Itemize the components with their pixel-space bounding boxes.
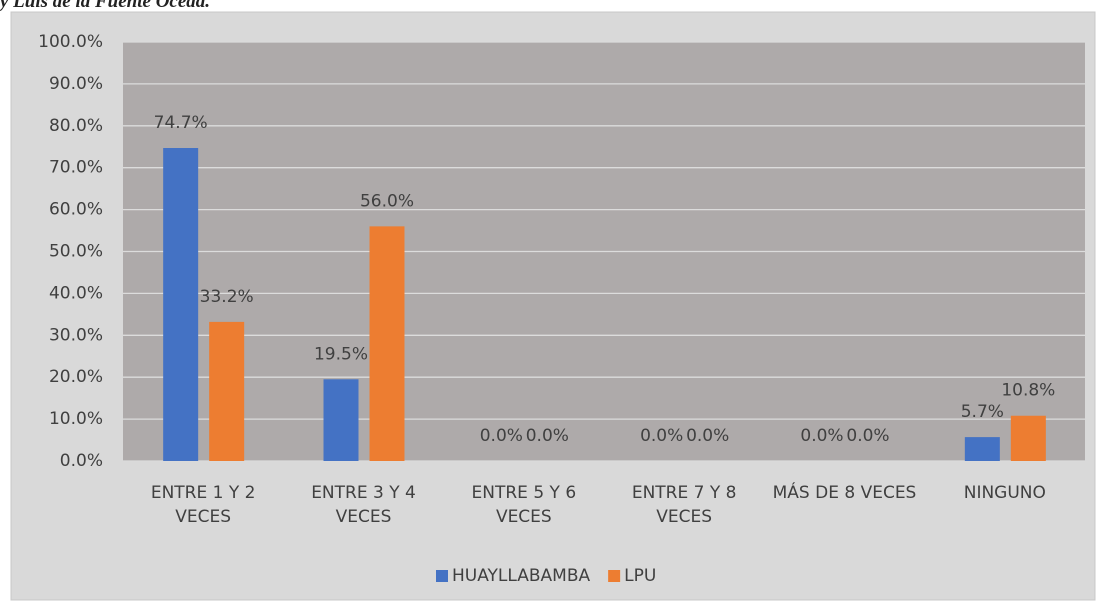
data-label: 10.8% bbox=[1001, 381, 1055, 401]
data-label: 0.0% bbox=[686, 426, 729, 446]
y-tick-label: 90.0% bbox=[49, 74, 103, 94]
legend-swatch bbox=[436, 570, 448, 582]
data-label: 5.7% bbox=[961, 402, 1004, 422]
legend-swatch bbox=[608, 570, 621, 582]
x-tick-label: NINGUNO bbox=[963, 483, 1046, 503]
x-tick-label: ENTRE 1 Y 2 VECES bbox=[150, 483, 256, 527]
x-tick-label: ENTRE 7 Y 8 VECES bbox=[631, 483, 737, 527]
y-tick-label: 40.0% bbox=[49, 283, 103, 303]
y-tick-label: 100.0% bbox=[38, 32, 103, 52]
bar bbox=[964, 437, 1000, 461]
x-tick-label: ENTRE 5 Y 6 VECES bbox=[471, 483, 577, 527]
y-tick-label: 20.0% bbox=[49, 367, 103, 387]
data-label: 33.2% bbox=[200, 287, 254, 307]
caption: y Luis de la Fuente Oceda. bbox=[0, 0, 211, 12]
y-tick-label: 10.0% bbox=[49, 409, 103, 429]
x-tick-label: MÁS DE 8 VECES bbox=[772, 483, 917, 503]
data-label: 0.0% bbox=[640, 426, 683, 446]
y-tick-label: 50.0% bbox=[49, 242, 103, 262]
data-label: 74.7% bbox=[154, 113, 208, 133]
data-label: 19.5% bbox=[314, 344, 368, 364]
bar bbox=[163, 148, 199, 461]
bar bbox=[369, 226, 405, 461]
bar bbox=[1010, 415, 1046, 461]
bar bbox=[323, 379, 359, 461]
y-tick-label: 60.0% bbox=[49, 200, 103, 220]
bar bbox=[209, 321, 245, 461]
y-tick-label: 30.0% bbox=[49, 325, 103, 345]
legend-label: HUAYLLABAMBA bbox=[452, 566, 591, 586]
y-tick-label: 70.0% bbox=[49, 158, 103, 178]
legend-label: LPU bbox=[624, 566, 656, 586]
data-label: 0.0% bbox=[846, 426, 889, 446]
data-label: 0.0% bbox=[800, 426, 843, 446]
y-tick-label: 80.0% bbox=[49, 116, 103, 136]
data-label: 56.0% bbox=[360, 191, 414, 211]
data-label: 0.0% bbox=[526, 426, 569, 446]
data-label: 0.0% bbox=[480, 426, 523, 446]
x-tick-label: ENTRE 3 Y 4 VECES bbox=[311, 483, 416, 527]
y-tick-label: 0.0% bbox=[60, 451, 103, 471]
